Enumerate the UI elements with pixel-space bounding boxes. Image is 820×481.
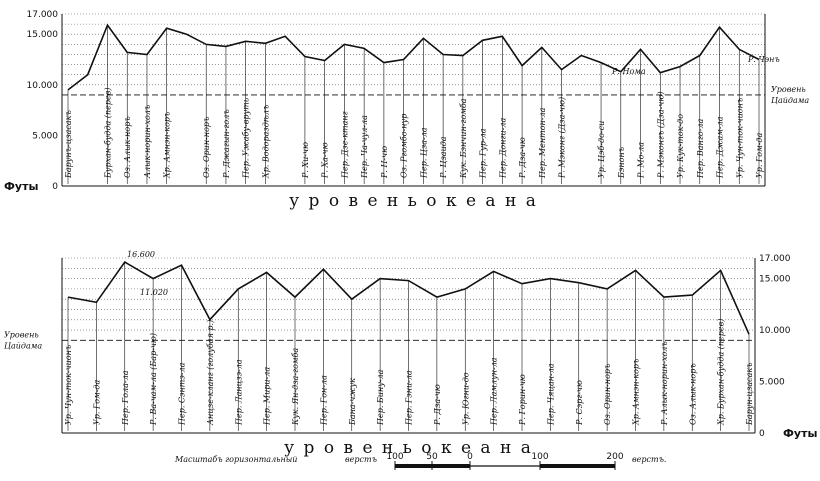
station-label: Кук. Ян-дза-гомба	[291, 348, 300, 426]
scale-tick-label: 50	[426, 452, 438, 462]
scale-unit-left: верстъ	[345, 455, 377, 464]
station-label: Пер. Ванго-ла	[696, 119, 705, 179]
station-label: Пер. Ужабу-вруть	[242, 98, 251, 179]
station-label: Ур. Гом-да	[755, 132, 764, 178]
annotation: 16.600	[127, 250, 155, 259]
station-label: Бурхан-будда (перев)	[103, 87, 112, 179]
station-label: Пер. Мири-ла	[263, 367, 272, 426]
scale-unit-right: верстъ.	[632, 455, 666, 464]
station-label: Пер. Донги-ла	[498, 117, 507, 179]
station-label: Оз. Орин-норъ	[202, 117, 211, 178]
station-label: Пер. Сэнтэ-ла	[178, 362, 187, 426]
station-label: Анцзе-кланг (голубая р.)	[206, 320, 215, 426]
station-label: Пер. Ча-чул-ла	[360, 115, 369, 179]
annotation: Р. Чэнъ	[747, 55, 780, 64]
y-tick-label: 0	[52, 182, 58, 192]
y-tick-label: 5.000	[32, 131, 58, 141]
scale-tick-label: 100	[386, 452, 403, 462]
y-unit-label: Футы	[4, 180, 38, 193]
y-tick-label: 0	[759, 429, 765, 439]
station-label: Оз. Алык-норъ	[123, 116, 132, 178]
station-label: Алык-норин-холъ	[143, 105, 152, 179]
scale-tick-label: 100	[531, 452, 548, 462]
y-tick-label: 17.000	[27, 10, 59, 20]
station-label: Р. Дза-чю	[433, 384, 442, 426]
reference-label: Уровень	[4, 330, 39, 339]
annotation: Р. Нома	[611, 67, 646, 76]
station-label: Хр. Водораздѣлъ	[261, 105, 270, 179]
station-label: Оз. Ргомбо-нур	[400, 114, 409, 178]
station-label: Пер. Гола-ла	[121, 370, 130, 426]
station-label: Р. Горин-чю	[518, 374, 527, 426]
station-label: Пер. Ламлун-ла	[490, 357, 499, 426]
station-label: Р. Мо-ла	[637, 142, 646, 179]
station-label: Пер. Цза-ла	[419, 127, 428, 179]
annotation: 11.020	[140, 288, 168, 297]
station-label: Р. Ха-чю	[321, 142, 330, 179]
station-label: Бана-чжук	[348, 378, 357, 426]
station-label: Р. Ва-чам-ла (Бар-чю)	[149, 333, 158, 426]
horizontal-scale-bar: Масштабъ горизонтальный верстъ верстъ. 100 5…	[174, 452, 666, 470]
station-label: Барунъ-цзасакъ	[64, 110, 73, 179]
reference-label: Цайдама	[771, 96, 809, 105]
station-label: Р. Алык-норин-холъ	[660, 341, 669, 426]
station-label: Ур. Цэб-до-си	[597, 121, 606, 178]
station-label: Ур. Югни-до	[461, 372, 470, 425]
y-unit-label: Футы	[783, 427, 817, 440]
profile-line	[67, 23, 760, 91]
station-label: Хр. Амнэн-коръ	[632, 359, 641, 426]
station-label: Ур. Кук-ток-до	[676, 114, 685, 178]
y-tick-label: 17.000	[759, 254, 791, 264]
station-label: Оз. Орин-норъ	[603, 364, 612, 425]
station-label: Р. Сэрг-чю	[575, 380, 584, 426]
station-label: Барун-цзасакъ	[745, 363, 754, 426]
sea-level-label: у р о в е н ь о к е а н а	[289, 191, 538, 211]
station-label: Р. Дза-чю	[518, 137, 527, 179]
station-label: Бэнонъ	[617, 147, 626, 179]
sea-level-label: у р о в е н ь о к е а н а	[284, 438, 533, 458]
station-label: Пер. Чяцан-ла	[546, 363, 555, 426]
station-label: Пер. Гур-ла	[479, 128, 488, 179]
station-label: Пер. Бину-ла	[376, 369, 385, 426]
station-label: Р. Джагын-голъ	[222, 109, 231, 179]
station-label: Хр. Бурхан-будда (перев)	[717, 319, 726, 426]
station-label: Пер. Гэни-ла	[405, 370, 414, 426]
station-label: Р. Мэконгъ (Дза-чю)	[656, 91, 665, 179]
station-label: Пер. Дзе-ктанг	[340, 111, 349, 179]
scale-tick-label: 0	[467, 452, 473, 462]
station-label: Пер. Гон-ла	[319, 375, 328, 426]
station-label: Хр. Амнэн-коръ	[163, 112, 172, 179]
upper-elevation-profile: 17.000 15.000 10.000 5.000 0 Футы Уровень Цайда…	[4, 10, 809, 211]
station-label: Р. Хи-чю	[301, 142, 310, 179]
station-label: Ур. Чун-ток-чионъ	[735, 98, 744, 178]
station-label: Р. Н-чю	[380, 146, 389, 179]
station-label: Пер. Ланцзэ-ла	[234, 359, 243, 426]
y-tick-label: 10.000	[759, 326, 791, 336]
y-tick-label: 5.000	[759, 378, 785, 388]
station-label: Р. Цзаида	[439, 136, 448, 179]
station-label: Кук. Бэнчин-гомба	[459, 98, 468, 179]
station-label: Ур. Гом-да	[92, 379, 101, 425]
scale-segment	[540, 464, 615, 468]
station-label: Ур. Чун-ток-чионъ	[64, 345, 73, 425]
y-tick-label: 10.000	[27, 81, 59, 91]
lower-elevation-profile: 17.000 15.000 10.000 5.000 0 Футы Уровень Цайда…	[4, 250, 817, 458]
scale-tick-label: 200	[606, 452, 623, 462]
station-label: Пер. Джам-ла	[716, 116, 725, 179]
y-tick-label: 15.000	[759, 275, 791, 285]
scale-caption: Масштабъ горизонтальный	[174, 455, 297, 464]
station-label: Оз. Алык-норъ	[688, 363, 697, 425]
station-label: Р. Мэконг (Дза-чю)	[558, 97, 567, 179]
reference-label: Цайдама	[4, 341, 42, 350]
y-tick-label: 15.000	[27, 30, 59, 40]
reference-label: Уровень	[771, 85, 806, 94]
station-label: Пер. Ментон-ла	[538, 107, 547, 179]
